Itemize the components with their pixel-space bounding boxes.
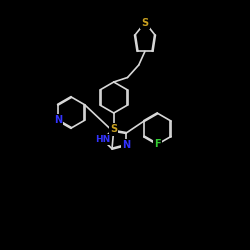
Text: HN: HN <box>95 135 110 144</box>
Text: N: N <box>54 115 62 125</box>
Text: S: S <box>142 18 148 28</box>
Text: N: N <box>122 140 130 150</box>
Text: S: S <box>110 124 117 134</box>
Text: F: F <box>154 139 161 149</box>
